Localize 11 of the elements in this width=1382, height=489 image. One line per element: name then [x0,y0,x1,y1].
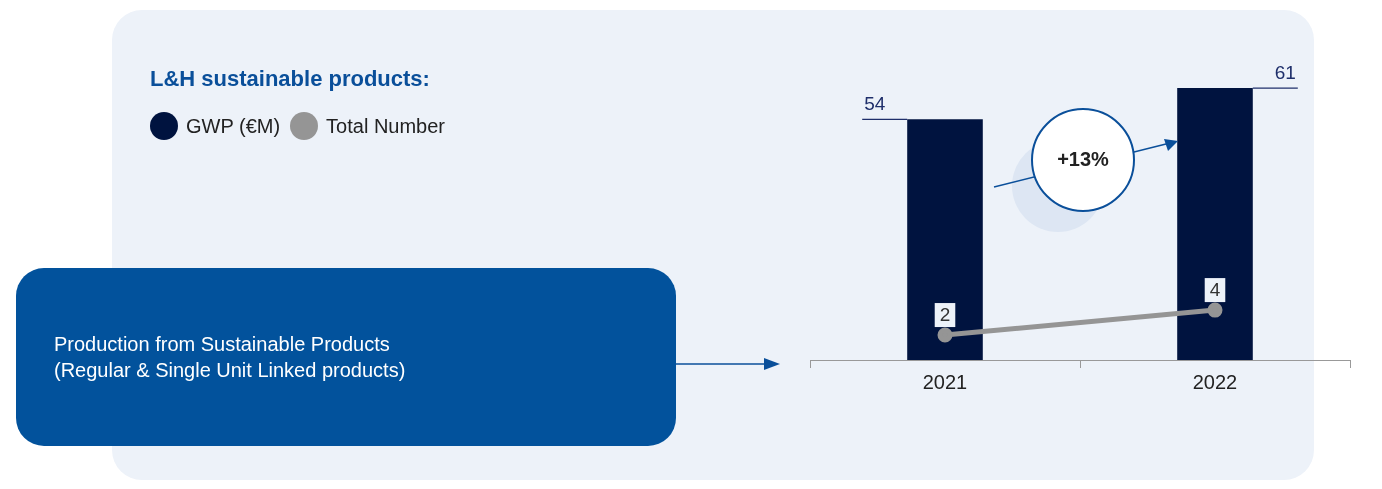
data-label: 4 [1209,278,1221,300]
data-label: 54 [864,93,886,115]
annotation: +13% [1056,148,1110,171]
text: L&H sustainable products: [150,66,430,92]
text: Production from Sustainable Products (Regular & Single Unit Linked products) [54,332,406,383]
x-tick-label: 2021 [922,370,968,393]
legend-label: Total Number [326,114,446,138]
data-label: 61 [1274,61,1296,83]
data-label: 2 [939,303,951,325]
legend-label: GWP (€M) [186,114,281,138]
x-tick-label: 2022 [1192,370,1238,393]
